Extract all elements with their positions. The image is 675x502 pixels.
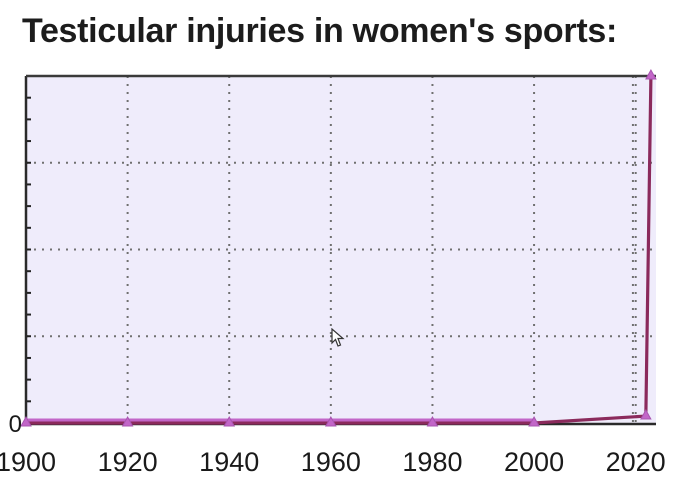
series-line-path: [26, 75, 653, 425]
mouse-pointer-icon: [331, 328, 345, 347]
x-tick-label: 1900: [0, 447, 56, 477]
data-point-marker: [121, 415, 134, 427]
x-tick-label: 2020: [606, 447, 666, 477]
data-point-marker: [20, 415, 32, 427]
grid-lines: [26, 76, 656, 423]
data-point-marker: [639, 409, 652, 420]
x-tick-label: 1940: [199, 447, 259, 477]
x-tick-label: 1960: [301, 447, 361, 477]
plot-area: [26, 76, 656, 423]
series-line: [26, 75, 653, 425]
y-tick-labels: 0: [9, 411, 22, 438]
data-point-marker: [324, 415, 337, 427]
data-point-marker: [223, 415, 236, 427]
data-point-marker: [645, 68, 657, 80]
data-point-marker: [426, 415, 439, 427]
x-tick-label: 2000: [504, 447, 564, 477]
x-tick-label: 1920: [98, 447, 158, 477]
data-point-marker: [528, 415, 540, 427]
x-tick-label: 1980: [402, 447, 462, 477]
x-tick-labels: 1900 1920 1940 1960 1980 2000 2020: [0, 447, 666, 477]
series-markers: [20, 68, 657, 427]
chart-title: Testicular injuries in women's sports:: [22, 12, 617, 50]
y-tick-label: 0: [9, 411, 22, 438]
